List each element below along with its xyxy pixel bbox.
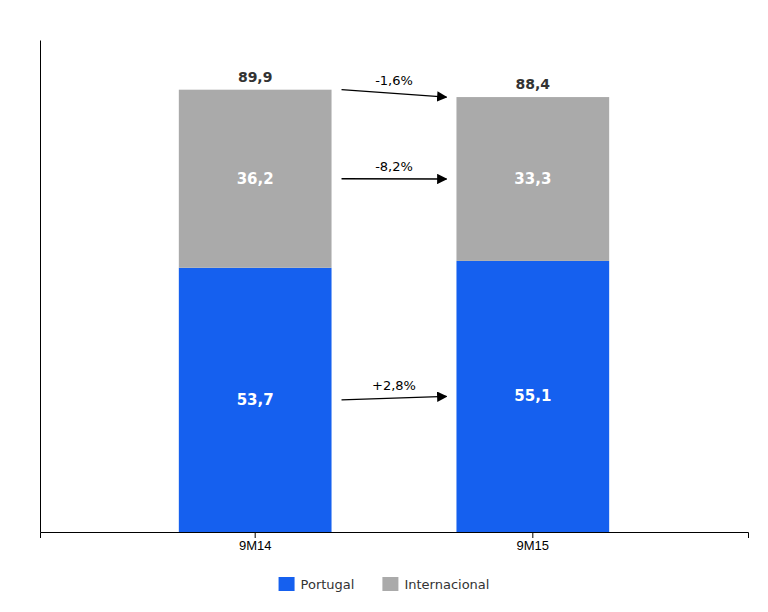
annotation-arrow (342, 90, 447, 97)
segment-label: 33,3 (514, 170, 551, 188)
y-axis (40, 41, 41, 533)
x-axis-line (41, 533, 749, 539)
annotations: -1,6% -8,2% +2,8% (342, 73, 447, 400)
annotation-text: -8,2% (375, 159, 413, 174)
legend-swatch (382, 577, 398, 591)
bar (179, 90, 332, 268)
segment-label: 36,2 (237, 170, 274, 188)
data-labels: 53,7 55,1 36,2 33,3 89,9 88,4 (237, 69, 552, 409)
annotation-arrow (342, 178, 447, 180)
total-label: 88,4 (516, 76, 551, 92)
bar (179, 268, 332, 532)
annotation-arrow (342, 396, 447, 399)
x-tick-mark (255, 532, 256, 538)
bar (456, 261, 609, 532)
plot-area: 9M14 9M15 53,7 55,1 36,2 33,3 89,9 88,4 -1,6% -8,… (41, 41, 749, 554)
x-tick-label: 9M15 (517, 538, 550, 553)
annotation-text: -1,6% (375, 73, 413, 88)
total-label: 89,9 (238, 69, 273, 85)
legend-label: Internacional (404, 577, 489, 592)
bar (456, 97, 609, 261)
x-tick: 9M15 (517, 532, 550, 553)
chart-svg: 9M14 9M15 53,7 55,1 36,2 33,3 89,9 88,4 -1,6% -8,… (0, 0, 768, 612)
y-axis-line (40, 41, 41, 533)
legend-item: Portugal (279, 577, 355, 592)
segment-label: 55,1 (514, 387, 551, 405)
segment-label: 53,7 (237, 391, 274, 409)
x-axis: 9M14 9M15 (41, 532, 749, 553)
legend-item: Internacional (382, 577, 489, 592)
bars (179, 90, 609, 532)
legend: Portugal Internacional (279, 577, 490, 592)
legend-swatch (279, 577, 295, 591)
legend-label: Portugal (301, 577, 355, 592)
x-tick: 9M14 (239, 532, 272, 553)
annotation-text: +2,8% (372, 378, 416, 393)
x-tick-label: 9M14 (239, 538, 272, 553)
x-tick-mark (532, 532, 533, 538)
